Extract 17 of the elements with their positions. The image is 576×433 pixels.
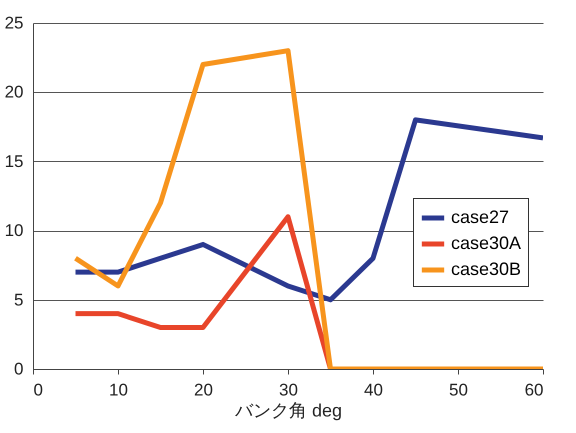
y-tick-label: 20 bbox=[4, 82, 24, 102]
y-tick-label: 0 bbox=[14, 360, 24, 378]
x-tick-label: 60 bbox=[524, 380, 544, 400]
x-tick-label: 20 bbox=[194, 380, 213, 400]
legend-label: case30A bbox=[451, 233, 522, 253]
y-tick-label: 10 bbox=[4, 221, 24, 240]
legend-label: case27 bbox=[451, 207, 510, 227]
legend-label: case30B bbox=[451, 259, 522, 279]
x-tick-label: 50 bbox=[449, 380, 468, 400]
y-tick-label: 25 bbox=[4, 14, 24, 32]
x-tick-label: 0 bbox=[34, 380, 43, 400]
x-tick-label: 40 bbox=[364, 380, 383, 400]
x-tick-label: 10 bbox=[109, 380, 128, 400]
x-axis-title: バンク角 deg bbox=[234, 400, 342, 420]
x-tick-label: 30 bbox=[279, 380, 298, 400]
y-tick-label: 5 bbox=[14, 290, 24, 310]
y-tick-label: 15 bbox=[4, 152, 24, 171]
